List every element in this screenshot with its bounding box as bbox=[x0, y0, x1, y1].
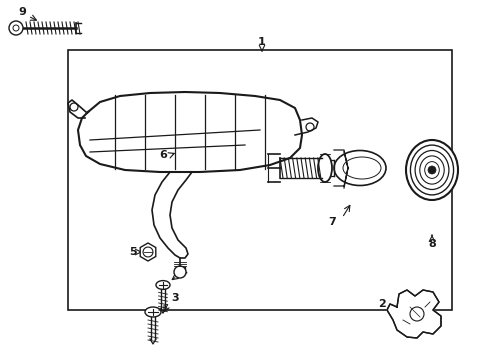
Polygon shape bbox=[152, 172, 192, 258]
Ellipse shape bbox=[317, 154, 331, 182]
Ellipse shape bbox=[333, 150, 385, 185]
Text: 3: 3 bbox=[171, 293, 179, 303]
Circle shape bbox=[427, 166, 435, 174]
Text: 8: 8 bbox=[427, 239, 435, 249]
Polygon shape bbox=[140, 243, 156, 261]
Text: 5: 5 bbox=[129, 247, 137, 257]
Circle shape bbox=[9, 21, 23, 35]
Text: 7: 7 bbox=[327, 217, 335, 227]
Text: 4: 4 bbox=[179, 267, 186, 277]
Text: 2: 2 bbox=[377, 299, 385, 309]
Ellipse shape bbox=[405, 140, 457, 200]
Ellipse shape bbox=[156, 280, 170, 289]
Polygon shape bbox=[386, 290, 440, 338]
Text: 6: 6 bbox=[159, 150, 166, 160]
Polygon shape bbox=[78, 92, 302, 172]
Text: 1: 1 bbox=[258, 37, 265, 47]
Ellipse shape bbox=[145, 307, 161, 317]
Polygon shape bbox=[325, 160, 333, 176]
Bar bbox=[68, 50, 451, 310]
Text: 9: 9 bbox=[18, 7, 26, 17]
Circle shape bbox=[174, 266, 185, 278]
